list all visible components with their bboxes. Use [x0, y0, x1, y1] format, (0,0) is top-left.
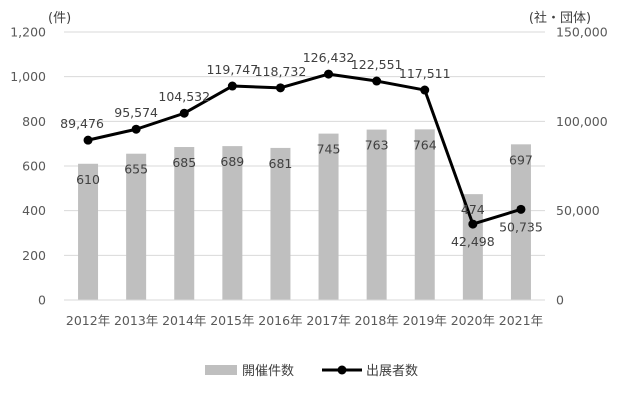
x-tick-label: 2016年 — [258, 313, 302, 328]
bar-data-label: 764 — [413, 137, 437, 152]
bar — [222, 146, 243, 300]
bar — [270, 147, 291, 300]
right-axis-unit: (社・団体) — [529, 10, 591, 26]
left-axis-unit: (件) — [48, 11, 71, 26]
x-tick-label: 2013年 — [114, 313, 158, 328]
y-right-tick-label: 50,000 — [556, 203, 600, 218]
line-data-label: 117,511 — [399, 66, 451, 81]
y-right-tick-label: 100,000 — [556, 114, 608, 129]
line-point — [420, 85, 430, 95]
y-left-tick-label: 800 — [22, 114, 46, 129]
x-tick-label: 2015年 — [210, 313, 254, 328]
bar-data-label: 655 — [124, 162, 148, 177]
line-point — [516, 204, 526, 214]
x-tick-label: 2017年 — [306, 313, 350, 328]
line-data-label: 89,476 — [60, 116, 104, 131]
y-left-tick-label: 1,200 — [10, 25, 46, 40]
y-left-tick-label: 0 — [38, 293, 46, 308]
line-point — [227, 81, 237, 91]
line-point — [179, 108, 189, 118]
line-point — [324, 69, 334, 79]
line-data-label: 122,551 — [351, 57, 403, 72]
data-labels: 610 655 685 689 681 745 763 764 474 697 89,476 95,5… — [60, 50, 543, 249]
bar-data-label: 610 — [76, 172, 100, 187]
series-line — [87, 72, 522, 226]
y-right-tick-label: 0 — [556, 293, 564, 308]
line-data-label: 50,735 — [499, 219, 543, 234]
bar — [318, 133, 339, 300]
x-tick-label: 2012年 — [66, 313, 110, 328]
x-tick-label: 2014年 — [162, 313, 206, 328]
line-point — [131, 124, 141, 134]
bar — [174, 147, 195, 300]
bar — [78, 163, 99, 300]
line-data-label: 42,498 — [451, 234, 495, 249]
y-left-tick-label: 200 — [22, 248, 46, 263]
line-point — [83, 135, 93, 145]
y-left-tick-label: 400 — [22, 203, 46, 218]
bar-data-label: 474 — [461, 202, 485, 217]
x-tick-label: 2020年 — [451, 313, 495, 328]
line-point — [468, 219, 478, 229]
bar — [414, 129, 435, 300]
x-tick-label: 2021年 — [499, 313, 543, 328]
legend-swatch-marker — [337, 365, 347, 375]
legend: 開催件数 出展者数 — [205, 364, 418, 379]
line-data-label: 119,747 — [206, 62, 258, 77]
line-data-label: 104,532 — [158, 89, 210, 104]
x-tick-label: 2019年 — [403, 313, 447, 328]
legend-swatch-bar — [205, 365, 237, 375]
bar-data-label: 689 — [220, 154, 244, 169]
bar-data-label: 763 — [365, 138, 389, 153]
y-right-tick-label: 150,000 — [556, 25, 608, 40]
line-data-label: 126,432 — [303, 50, 355, 65]
line-point — [275, 83, 285, 93]
legend-label-bar: 開催件数 — [242, 364, 294, 379]
y-left-tick-label: 600 — [22, 159, 46, 174]
bar-data-label: 697 — [509, 152, 533, 167]
y-left-tick-label: 1,000 — [10, 69, 46, 84]
axes: 0 200 400 600 800 1,000 1,200 0 50,000 100,000 150… — [10, 25, 608, 329]
legend-label-line: 出展者数 — [366, 364, 418, 379]
line-data-label: 95,574 — [114, 105, 158, 120]
x-tick-label: 2018年 — [354, 313, 398, 328]
bar — [462, 194, 483, 300]
line-series — [83, 69, 526, 229]
bar-data-label: 685 — [172, 155, 196, 170]
bar — [126, 153, 147, 300]
line-point — [372, 76, 382, 86]
bar-series — [78, 129, 531, 300]
line-data-label: 118,732 — [255, 64, 307, 79]
bar — [510, 144, 531, 300]
bar — [366, 129, 387, 300]
bar-data-label: 745 — [317, 142, 341, 157]
bar-data-label: 681 — [269, 156, 293, 171]
